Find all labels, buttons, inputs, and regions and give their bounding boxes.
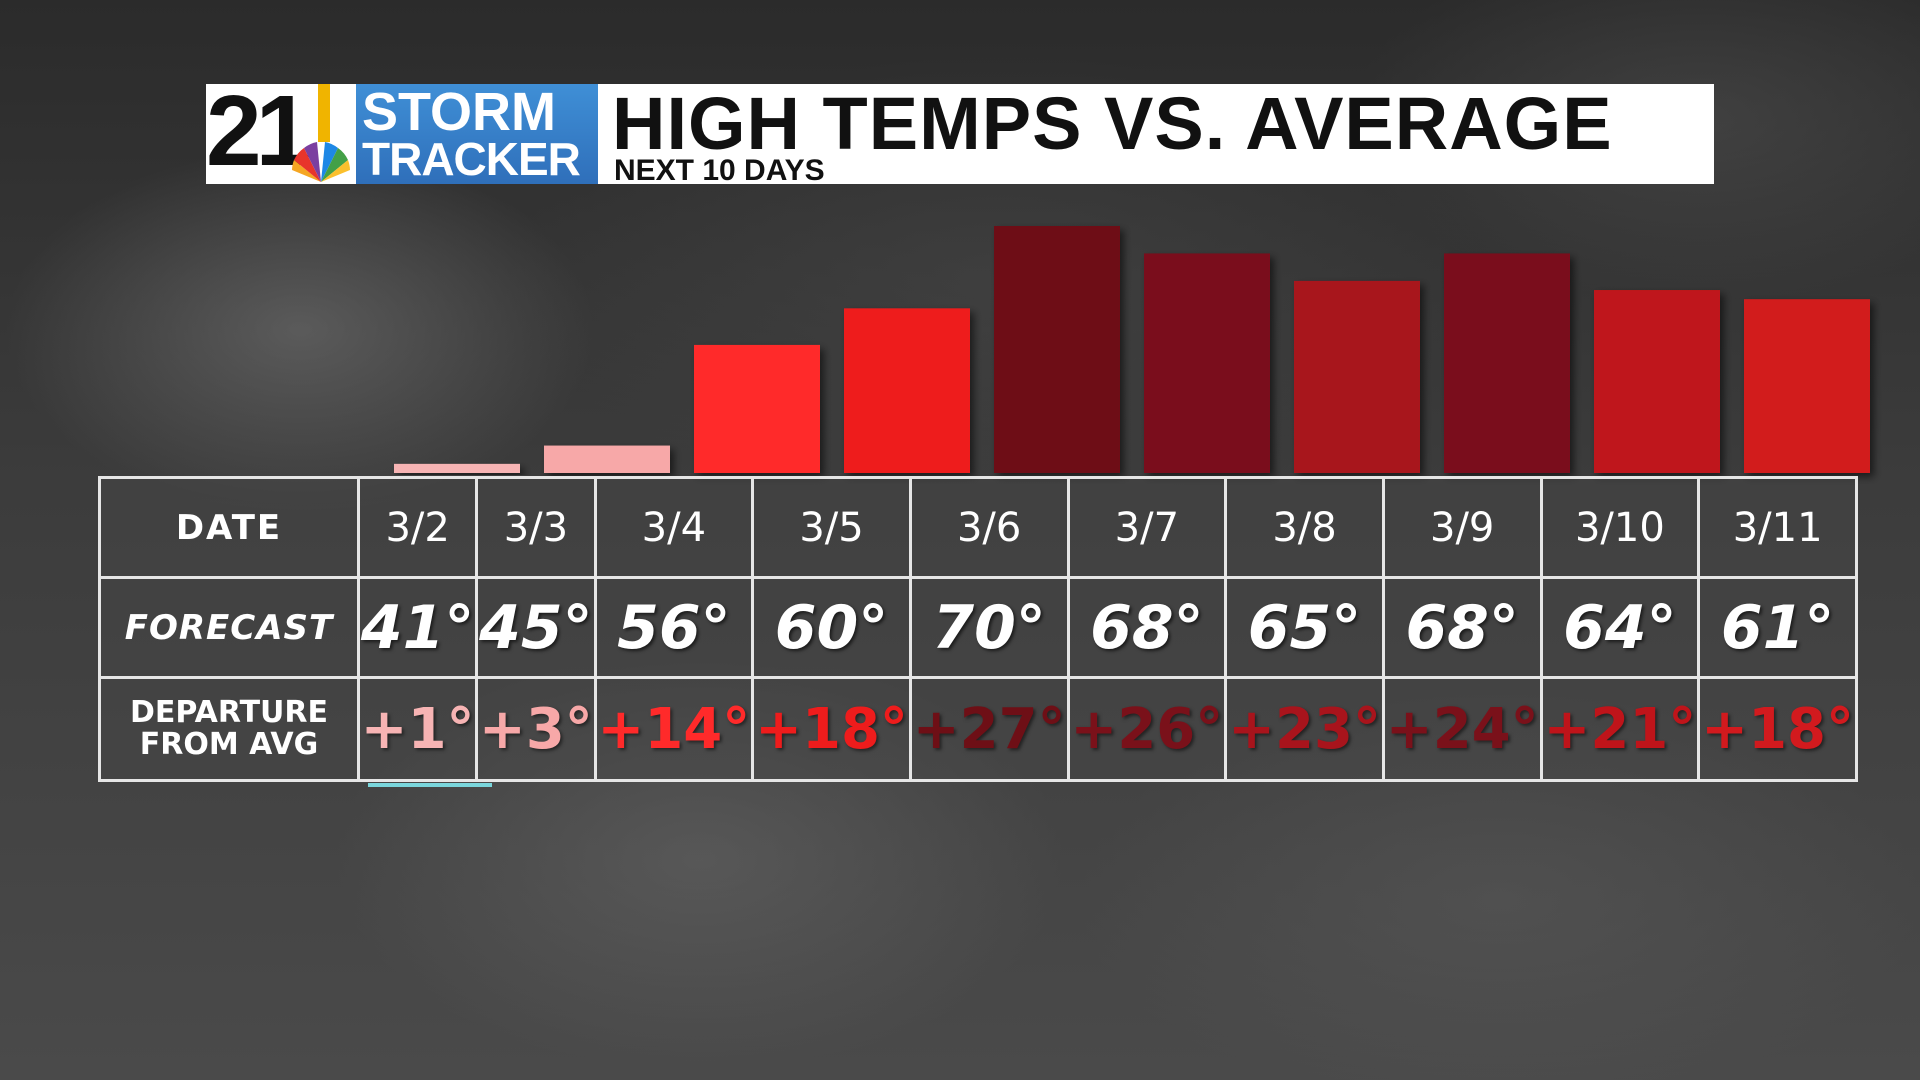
date-cell: 3/6 <box>908 476 1070 579</box>
forecast-cell: 56° <box>593 576 755 679</box>
storm-tracker-logo: STORM TRACKER <box>356 84 598 184</box>
forecast-cell: 61° <box>1697 576 1858 679</box>
departure-label-line2: FROM AVG <box>139 727 319 762</box>
chart-subtitle: NEXT 10 DAYS <box>614 154 825 187</box>
forecast-row-label: FORECAST <box>98 576 360 679</box>
bar-3-3 <box>544 445 670 473</box>
departure-cell: +3° <box>475 676 597 782</box>
date-cell: 3/4 <box>593 476 755 579</box>
bar-3-9 <box>1444 253 1570 473</box>
bar-3-6 <box>994 226 1120 473</box>
forecast-cell: 68° <box>1381 576 1543 679</box>
departure-row-label: DEPARTURE FROM AVG <box>98 676 360 782</box>
forecast-cell: 64° <box>1539 576 1701 679</box>
forecast-row: FORECAST 41° 45° 56° 60° 70° 68° 65° 68° 64° 61° <box>98 576 1858 679</box>
date-cell: 3/5 <box>751 476 912 579</box>
peacock-icon <box>292 142 350 182</box>
date-cell: 3/9 <box>1381 476 1543 579</box>
departure-cell: +14° <box>593 676 755 782</box>
date-cell: 3/2 <box>356 476 479 579</box>
logo-line-storm: STORM <box>362 82 557 142</box>
date-row-label: DATE <box>98 476 360 579</box>
departure-cell: +26° <box>1066 676 1228 782</box>
date-row: DATE 3/2 3/3 3/4 3/5 3/6 3/7 3/8 3/9 3/10 3/11 <box>98 476 1858 579</box>
forecast-cell: 65° <box>1224 576 1385 679</box>
departure-cell: +1° <box>356 676 479 782</box>
forecast-table: DATE 3/2 3/3 3/4 3/5 3/6 3/7 3/8 3/9 3/10 3/11 FO… <box>98 476 1858 782</box>
forecast-cell: 70° <box>908 576 1070 679</box>
date-cell: 3/7 <box>1066 476 1228 579</box>
highlight-underline <box>368 783 492 787</box>
departure-cell: +27° <box>908 676 1070 782</box>
logo-line-tracker: TRACKER <box>362 133 581 185</box>
bar-3-2 <box>394 463 520 473</box>
departure-cell: +18° <box>1697 676 1858 782</box>
bar-3-8 <box>1294 280 1420 473</box>
title-banner: 21 STORM TRACKER HIGH TEMPS VS. AVERAGE … <box>206 76 1714 187</box>
forecast-cell: 68° <box>1066 576 1228 679</box>
departure-label-line1: DEPARTURE <box>129 695 329 730</box>
bar-3-7 <box>1144 253 1270 473</box>
bar-3-10 <box>1594 290 1720 473</box>
date-cell: 3/3 <box>475 476 597 579</box>
departure-cell: +23° <box>1224 676 1385 782</box>
station-logo: 21 <box>206 76 356 186</box>
logo-accent-bar <box>318 84 330 142</box>
date-cell: 3/10 <box>1539 476 1701 579</box>
bar-3-11 <box>1744 299 1870 473</box>
bar-3-5 <box>844 308 970 473</box>
departure-row: DEPARTURE FROM AVG +1° +3° +14° +18° +27° +26… <box>98 676 1858 782</box>
forecast-cell: 41° <box>356 576 479 679</box>
chart-title: HIGH TEMPS VS. AVERAGE <box>612 82 1613 165</box>
bars-group <box>394 226 1870 473</box>
departure-cell: +18° <box>751 676 912 782</box>
forecast-cell: 60° <box>751 576 912 679</box>
departure-cell: +21° <box>1539 676 1701 782</box>
departure-cell: +24° <box>1381 676 1543 782</box>
bar-3-4 <box>694 344 820 473</box>
date-cell: 3/11 <box>1697 476 1858 579</box>
date-cell: 3/8 <box>1224 476 1385 579</box>
forecast-cell: 45° <box>475 576 597 679</box>
